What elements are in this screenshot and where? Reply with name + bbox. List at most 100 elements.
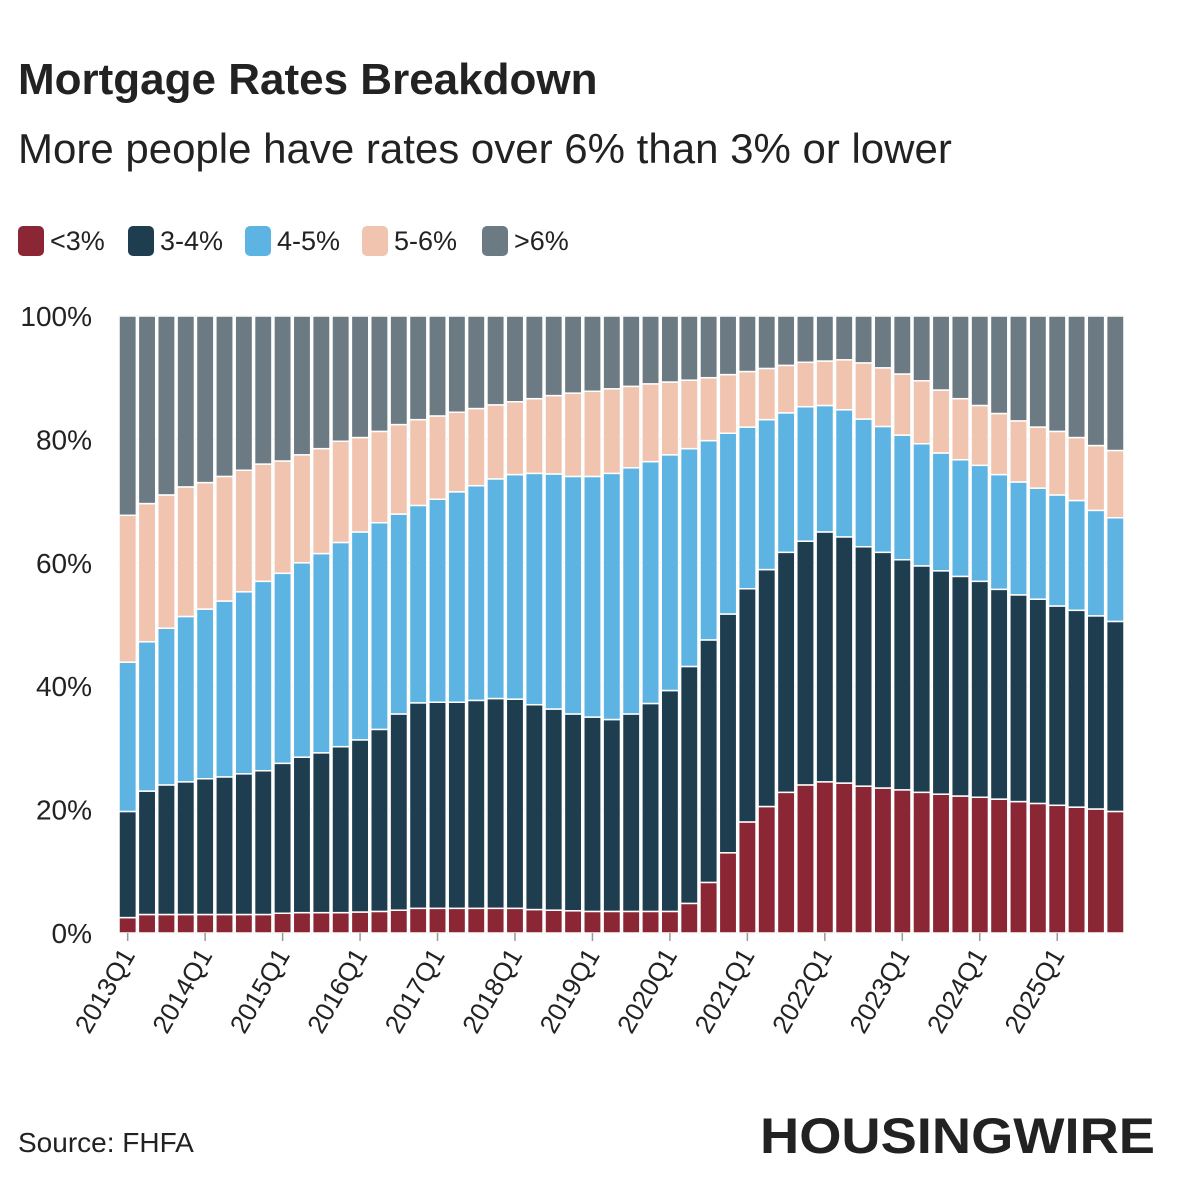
bar-segment: [563, 910, 583, 934]
bar-segment: [447, 701, 467, 910]
bar-segment: [1028, 598, 1048, 805]
x-tick-label: 2021Q1: [688, 943, 760, 1038]
bar-segment: [311, 752, 331, 914]
bar-segment: [524, 472, 544, 706]
bar-segment: [176, 615, 196, 783]
bar-segment: [331, 541, 351, 748]
bar-segment: [621, 910, 641, 934]
bar-segment: [1009, 594, 1028, 803]
x-tick-label: 2014Q1: [146, 943, 218, 1038]
bar-segment: [118, 315, 138, 517]
bar-segment: [331, 745, 351, 914]
bar-segment: [989, 588, 1009, 800]
x-tick-label: 2025Q1: [998, 943, 1070, 1038]
bar-segment: [311, 552, 331, 754]
bar-segment: [641, 702, 660, 913]
bar-segment: [621, 713, 641, 913]
bar-segment: [757, 805, 777, 934]
bar-segment: [737, 821, 757, 934]
bar-segment: [621, 315, 641, 388]
bar-segment: [370, 521, 389, 731]
bar-segment: [350, 531, 370, 741]
bar-segment: [679, 315, 699, 381]
bar-segment: [195, 315, 215, 484]
bar-segment: [950, 575, 970, 797]
bar-segment: [350, 315, 370, 439]
legend-label: >6%: [514, 226, 569, 256]
bar-segment: [796, 540, 815, 786]
legend-swatch: [362, 226, 388, 256]
bar-segment: [931, 389, 951, 454]
bar-segment: [641, 910, 660, 934]
bar-segment: [815, 404, 835, 533]
bar-segment: [234, 591, 254, 775]
bar-segment: [176, 315, 196, 488]
bar-segment: [118, 514, 138, 663]
bar-segment: [679, 902, 699, 934]
bar-segment: [156, 627, 176, 786]
bar-segment: [1067, 315, 1087, 439]
bar-segment: [524, 703, 544, 911]
bar-segment: [815, 360, 835, 407]
bar-segment: [292, 756, 312, 914]
x-tick-label: 2020Q1: [611, 943, 683, 1038]
bar-segment: [641, 460, 660, 705]
bar-segment: [912, 791, 932, 934]
bar-segment: [195, 481, 215, 610]
bar-segment: [563, 392, 583, 478]
bar-segment: [873, 425, 893, 554]
chart-subtitle: More people have rates over 6% than 3% o…: [18, 125, 952, 172]
bar-segment: [1086, 509, 1106, 617]
bar-segment: [737, 370, 757, 428]
bar-segment: [137, 790, 157, 916]
bar-segment: [428, 907, 447, 934]
bar-segment: [273, 460, 293, 575]
bar-segment: [408, 418, 428, 507]
bar-segment: [796, 405, 815, 542]
bar-segment: [776, 315, 796, 367]
bar-segment: [137, 315, 157, 505]
bar-segment: [989, 412, 1009, 476]
bar-segment: [486, 697, 506, 910]
bar-segment: [679, 379, 699, 450]
bar-segment: [234, 913, 254, 934]
bar-segment: [370, 910, 389, 934]
bar-segment: [156, 913, 176, 934]
legend-label: 3-4%: [160, 226, 223, 256]
bar-segment: [524, 397, 544, 475]
bar-segment: [118, 916, 138, 934]
legend-label: 4-5%: [277, 226, 340, 256]
bar-segment: [854, 418, 874, 548]
bar-segment: [176, 781, 196, 916]
bar-segment: [311, 315, 331, 450]
bar-segment: [583, 315, 602, 393]
bar-segment: [292, 454, 312, 564]
bar-segment: [331, 911, 351, 934]
bar-segment: [1086, 615, 1106, 810]
bar-segment: [892, 373, 912, 436]
bar-segment: [776, 412, 796, 554]
bar-segment: [311, 447, 331, 555]
bar-segment: [602, 388, 622, 475]
bar-segment: [931, 315, 951, 391]
bar-segment: [137, 641, 157, 792]
x-tick-label: 2019Q1: [533, 943, 605, 1038]
x-tick-label: 2024Q1: [921, 943, 993, 1038]
bar-segment: [1086, 315, 1106, 447]
legend-swatch: [245, 226, 271, 256]
bar-segment: [602, 718, 622, 913]
bar-segment: [331, 315, 351, 443]
bar-segment: [912, 565, 932, 794]
bar-segment: [292, 315, 312, 456]
bar-segment: [1009, 315, 1028, 422]
bar-segment: [641, 315, 660, 385]
bar-segment: [137, 502, 157, 643]
bar-segment: [660, 689, 680, 913]
bar-segment: [1105, 315, 1125, 452]
y-tick-label: 0%: [52, 918, 92, 949]
bar-segment: [544, 473, 564, 710]
bar-segment: [950, 795, 970, 934]
bar-segment: [408, 315, 428, 421]
bar-segment: [273, 762, 293, 915]
bar-segment: [370, 315, 389, 433]
